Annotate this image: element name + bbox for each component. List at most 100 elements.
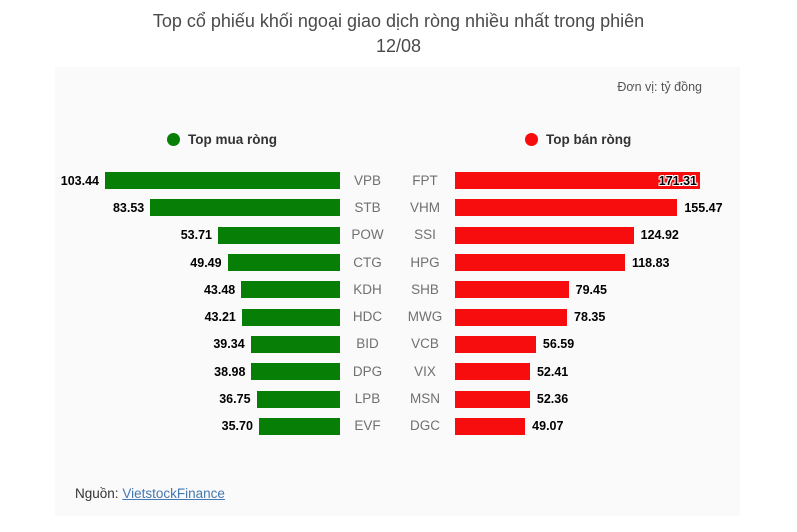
buy-value-label: 49.49 <box>190 255 222 270</box>
legend-item-buy[interactable]: Top mua ròng <box>167 130 277 149</box>
bar-chart-area: 103.44 VPB FPT 171.31 83.53 STB VHM 155.47 53.71… <box>55 167 740 440</box>
sell-bar <box>455 363 530 381</box>
sell-ticker-cell: VIX <box>395 363 455 381</box>
sell-ticker-label: VIX <box>414 363 436 379</box>
chart-title-line1: Top cổ phiếu khối ngoại giao dịch ròng n… <box>152 11 645 31</box>
sell-value-label: 78.35 <box>574 310 606 325</box>
buy-ticker-cell: POW <box>340 226 395 244</box>
buy-bar-cell: 53.71 <box>55 226 340 244</box>
chart-title: Top cổ phiếu khối ngoại giao dịch ròng n… <box>0 9 797 59</box>
sell-bar-cell: 79.45 <box>455 281 740 299</box>
buy-bar-cell: 43.48 <box>55 281 340 299</box>
buy-bar <box>258 417 340 435</box>
buy-ticker-cell: VPB <box>340 172 395 190</box>
sell-value-label: 155.47 <box>684 200 723 215</box>
chart-card: Đơn vị: tỷ đồng Top mua ròng Top bán ròn… <box>55 67 740 516</box>
sell-bar-cell: 155.47 <box>455 199 740 217</box>
sell-bar-cell: 78.35 <box>455 308 740 326</box>
sell-bar <box>455 308 568 326</box>
buy-ticker-label: BID <box>356 336 379 352</box>
sell-value-label: 52.36 <box>536 392 569 407</box>
buy-bar <box>241 308 340 326</box>
sell-value-label: 79.45 <box>575 282 607 297</box>
chart-row: 83.53 STB VHM 155.47 <box>55 194 740 221</box>
unit-label: Đơn vị: tỷ đồng <box>617 80 702 94</box>
legend-buy-label: Top mua ròng <box>188 132 277 147</box>
buy-ticker-cell: DPG <box>340 363 395 381</box>
buy-bar-cell: 38.98 <box>55 363 340 381</box>
chart-row: 36.75 LPB MSN 52.36 <box>55 385 740 412</box>
buy-value-label: 39.34 <box>213 337 245 352</box>
sell-value-label: 49.07 <box>532 419 564 434</box>
chart-row: 38.98 DPG VIX 52.41 <box>55 358 740 385</box>
buy-value-label: 103.44 <box>60 173 99 188</box>
sell-ticker-label: HPG <box>410 254 440 270</box>
buy-bar <box>251 363 340 381</box>
sell-ticker-cell: FPT <box>395 172 455 190</box>
buy-bar <box>227 254 340 272</box>
buy-ticker-label: VPB <box>353 172 381 188</box>
sell-ticker-cell: VCB <box>395 335 455 353</box>
buy-bar <box>256 390 340 408</box>
sell-bar-cell: 124.92 <box>455 226 740 244</box>
source-prefix: Nguồn: <box>75 486 119 501</box>
buy-bar-cell: 36.75 <box>55 390 340 408</box>
sell-value-label: 56.59 <box>542 337 575 352</box>
sell-bar <box>455 226 634 244</box>
buy-ticker-cell: CTG <box>340 254 395 272</box>
buy-value-label: 53.71 <box>180 228 212 243</box>
sell-ticker-cell: SSI <box>395 226 455 244</box>
sell-bar <box>455 254 625 272</box>
buy-bar-cell: 103.44 <box>55 172 340 190</box>
chart-row: 49.49 CTG HPG 118.83 <box>55 249 740 276</box>
buy-value-label: 43.21 <box>204 310 236 325</box>
buy-bar-cell: 83.53 <box>55 199 340 217</box>
buy-bar-cell: 35.70 <box>55 417 340 435</box>
sell-bar <box>455 390 530 408</box>
chart-row: 103.44 VPB FPT 171.31 <box>55 167 740 194</box>
buy-ticker-label: EVF <box>354 418 381 434</box>
chart-title-date: 12/08 <box>375 36 422 56</box>
buy-value-label: 43.48 <box>203 282 236 297</box>
sell-ticker-label: FPT <box>412 172 438 188</box>
buy-ticker-label: CTG <box>353 254 382 270</box>
buy-bar <box>241 281 340 299</box>
buy-ticker-cell: EVF <box>340 417 395 435</box>
source-link[interactable]: VietstockFinance <box>122 486 225 501</box>
sell-value-label: 52.41 <box>536 364 569 379</box>
buy-value-label: 35.70 <box>221 419 253 434</box>
buy-value-label: 38.98 <box>214 364 246 379</box>
sell-ticker-label: SSI <box>414 227 436 243</box>
sell-value-label: 118.83 <box>631 255 670 270</box>
chart-row: 43.21 HDC MWG 78.35 <box>55 303 740 330</box>
buy-ticker-label: LPB <box>354 391 381 407</box>
buy-ticker-label: STB <box>354 199 381 215</box>
legend-item-sell[interactable]: Top bán ròng <box>525 130 631 149</box>
buy-bar <box>217 226 340 244</box>
chart-row: 39.34 BID VCB 56.59 <box>55 331 740 358</box>
buy-ticker-label: HDC <box>352 309 383 325</box>
chart-row: 53.71 POW SSI 124.92 <box>55 222 740 249</box>
legend-sell-label: Top bán ròng <box>546 132 632 147</box>
sell-ticker-cell: MSN <box>395 390 455 408</box>
buy-ticker-cell: STB <box>340 199 395 217</box>
sell-bar <box>455 417 526 435</box>
buy-ticker-label: DPG <box>352 363 383 379</box>
sell-bar-cell: 118.83 <box>455 254 740 272</box>
buy-ticker-label: POW <box>351 227 384 243</box>
sell-ticker-label: MWG <box>407 309 443 325</box>
buy-bar <box>105 172 340 190</box>
sell-ticker-label: DGC <box>410 418 440 434</box>
chart-row: 35.70 EVF DGC 49.07 <box>55 413 740 440</box>
source-line: Nguồn: VietstockFinance <box>75 486 225 501</box>
buy-bar-cell: 49.49 <box>55 254 340 272</box>
buy-bar-cell: 43.21 <box>55 308 340 326</box>
sell-value-label: 171.31 <box>658 173 697 188</box>
buy-bar <box>150 199 340 217</box>
buy-ticker-cell: LPB <box>340 390 395 408</box>
sell-bar-cell: 56.59 <box>455 335 740 353</box>
sell-ticker-label: MSN <box>410 391 440 407</box>
sell-ticker-cell: HPG <box>395 254 455 272</box>
sell-ticker-cell: VHM <box>395 199 455 217</box>
sell-ticker-label: SHB <box>411 281 439 297</box>
